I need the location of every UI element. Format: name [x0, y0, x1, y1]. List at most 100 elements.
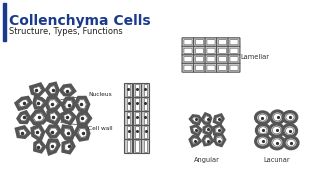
Polygon shape: [78, 100, 86, 109]
Bar: [141, 125, 149, 139]
Bar: [135, 140, 139, 152]
Bar: [144, 98, 147, 110]
FancyBboxPatch shape: [194, 46, 205, 55]
Bar: [133, 83, 141, 97]
Polygon shape: [78, 129, 87, 138]
Polygon shape: [32, 125, 44, 140]
Polygon shape: [47, 140, 59, 154]
Polygon shape: [18, 112, 29, 122]
Bar: [127, 98, 130, 110]
FancyBboxPatch shape: [205, 55, 217, 64]
Polygon shape: [205, 138, 211, 143]
Polygon shape: [192, 138, 198, 144]
Polygon shape: [20, 114, 27, 121]
Bar: [141, 97, 149, 111]
Polygon shape: [36, 100, 44, 106]
Polygon shape: [64, 129, 72, 137]
Polygon shape: [202, 114, 211, 123]
FancyBboxPatch shape: [196, 48, 204, 53]
Bar: [124, 125, 132, 139]
Ellipse shape: [259, 127, 267, 134]
Polygon shape: [216, 127, 222, 133]
FancyBboxPatch shape: [207, 57, 215, 62]
FancyBboxPatch shape: [228, 63, 240, 72]
Bar: [144, 84, 147, 96]
Polygon shape: [192, 117, 199, 122]
Bar: [124, 83, 132, 97]
Polygon shape: [47, 126, 60, 137]
Ellipse shape: [286, 114, 294, 121]
Ellipse shape: [255, 112, 269, 123]
Text: Nucleus: Nucleus: [61, 91, 112, 100]
Polygon shape: [46, 97, 61, 111]
Polygon shape: [33, 86, 42, 94]
FancyBboxPatch shape: [207, 48, 215, 53]
FancyBboxPatch shape: [205, 38, 217, 47]
FancyBboxPatch shape: [230, 48, 238, 53]
FancyBboxPatch shape: [230, 57, 238, 62]
FancyBboxPatch shape: [228, 55, 240, 64]
Ellipse shape: [256, 135, 270, 147]
Polygon shape: [48, 110, 60, 124]
Bar: [127, 84, 130, 96]
FancyBboxPatch shape: [184, 40, 192, 45]
Bar: [135, 112, 139, 124]
Polygon shape: [214, 124, 224, 135]
Polygon shape: [46, 83, 58, 96]
Bar: [135, 84, 139, 96]
Ellipse shape: [271, 111, 284, 123]
Polygon shape: [50, 113, 58, 121]
Polygon shape: [63, 87, 72, 94]
FancyBboxPatch shape: [228, 46, 240, 55]
Ellipse shape: [284, 137, 298, 149]
FancyBboxPatch shape: [194, 38, 205, 47]
FancyBboxPatch shape: [194, 55, 205, 64]
Ellipse shape: [273, 139, 281, 146]
FancyBboxPatch shape: [219, 48, 227, 53]
FancyBboxPatch shape: [182, 38, 194, 47]
Bar: [133, 97, 141, 111]
Polygon shape: [76, 98, 89, 112]
Polygon shape: [19, 100, 28, 107]
Bar: [127, 126, 130, 138]
Polygon shape: [62, 126, 74, 139]
FancyBboxPatch shape: [217, 46, 228, 55]
Polygon shape: [214, 134, 225, 146]
Text: Collenchyma Cells: Collenchyma Cells: [9, 14, 151, 28]
FancyBboxPatch shape: [230, 65, 238, 70]
FancyBboxPatch shape: [184, 57, 192, 62]
Polygon shape: [31, 111, 47, 123]
Text: Structure, Types, Functions: Structure, Types, Functions: [9, 27, 123, 36]
FancyBboxPatch shape: [182, 46, 194, 55]
FancyBboxPatch shape: [205, 63, 217, 72]
Bar: [133, 125, 141, 139]
Polygon shape: [203, 136, 213, 145]
FancyBboxPatch shape: [205, 46, 217, 55]
FancyBboxPatch shape: [228, 38, 240, 47]
Polygon shape: [65, 143, 72, 151]
Ellipse shape: [287, 139, 295, 146]
Polygon shape: [17, 127, 29, 137]
Ellipse shape: [269, 124, 284, 136]
Polygon shape: [190, 136, 201, 146]
Ellipse shape: [286, 127, 294, 134]
Bar: [141, 139, 149, 153]
Polygon shape: [79, 115, 88, 122]
Bar: [124, 139, 132, 153]
Bar: [124, 97, 132, 111]
Bar: [133, 139, 141, 153]
Ellipse shape: [272, 127, 281, 134]
Polygon shape: [190, 116, 201, 124]
Bar: [133, 111, 141, 125]
FancyBboxPatch shape: [219, 40, 227, 45]
Bar: [3, 3, 5, 41]
Ellipse shape: [258, 114, 267, 121]
Ellipse shape: [283, 112, 297, 123]
Ellipse shape: [256, 124, 270, 136]
Polygon shape: [63, 140, 74, 153]
Polygon shape: [34, 97, 46, 108]
Text: Lamellar: Lamellar: [240, 54, 269, 60]
Polygon shape: [62, 98, 75, 111]
Polygon shape: [31, 84, 44, 96]
Polygon shape: [64, 113, 72, 121]
